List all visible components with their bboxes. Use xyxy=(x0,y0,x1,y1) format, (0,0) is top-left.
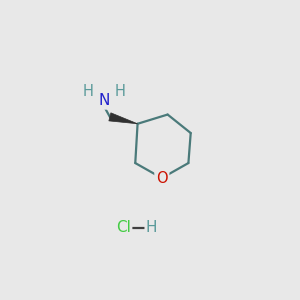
Text: N: N xyxy=(98,93,110,108)
Text: H: H xyxy=(115,84,126,99)
Text: H: H xyxy=(82,84,93,99)
Text: O: O xyxy=(156,171,168,186)
Polygon shape xyxy=(109,113,138,124)
Text: Cl: Cl xyxy=(116,220,131,235)
Text: H: H xyxy=(146,220,157,235)
